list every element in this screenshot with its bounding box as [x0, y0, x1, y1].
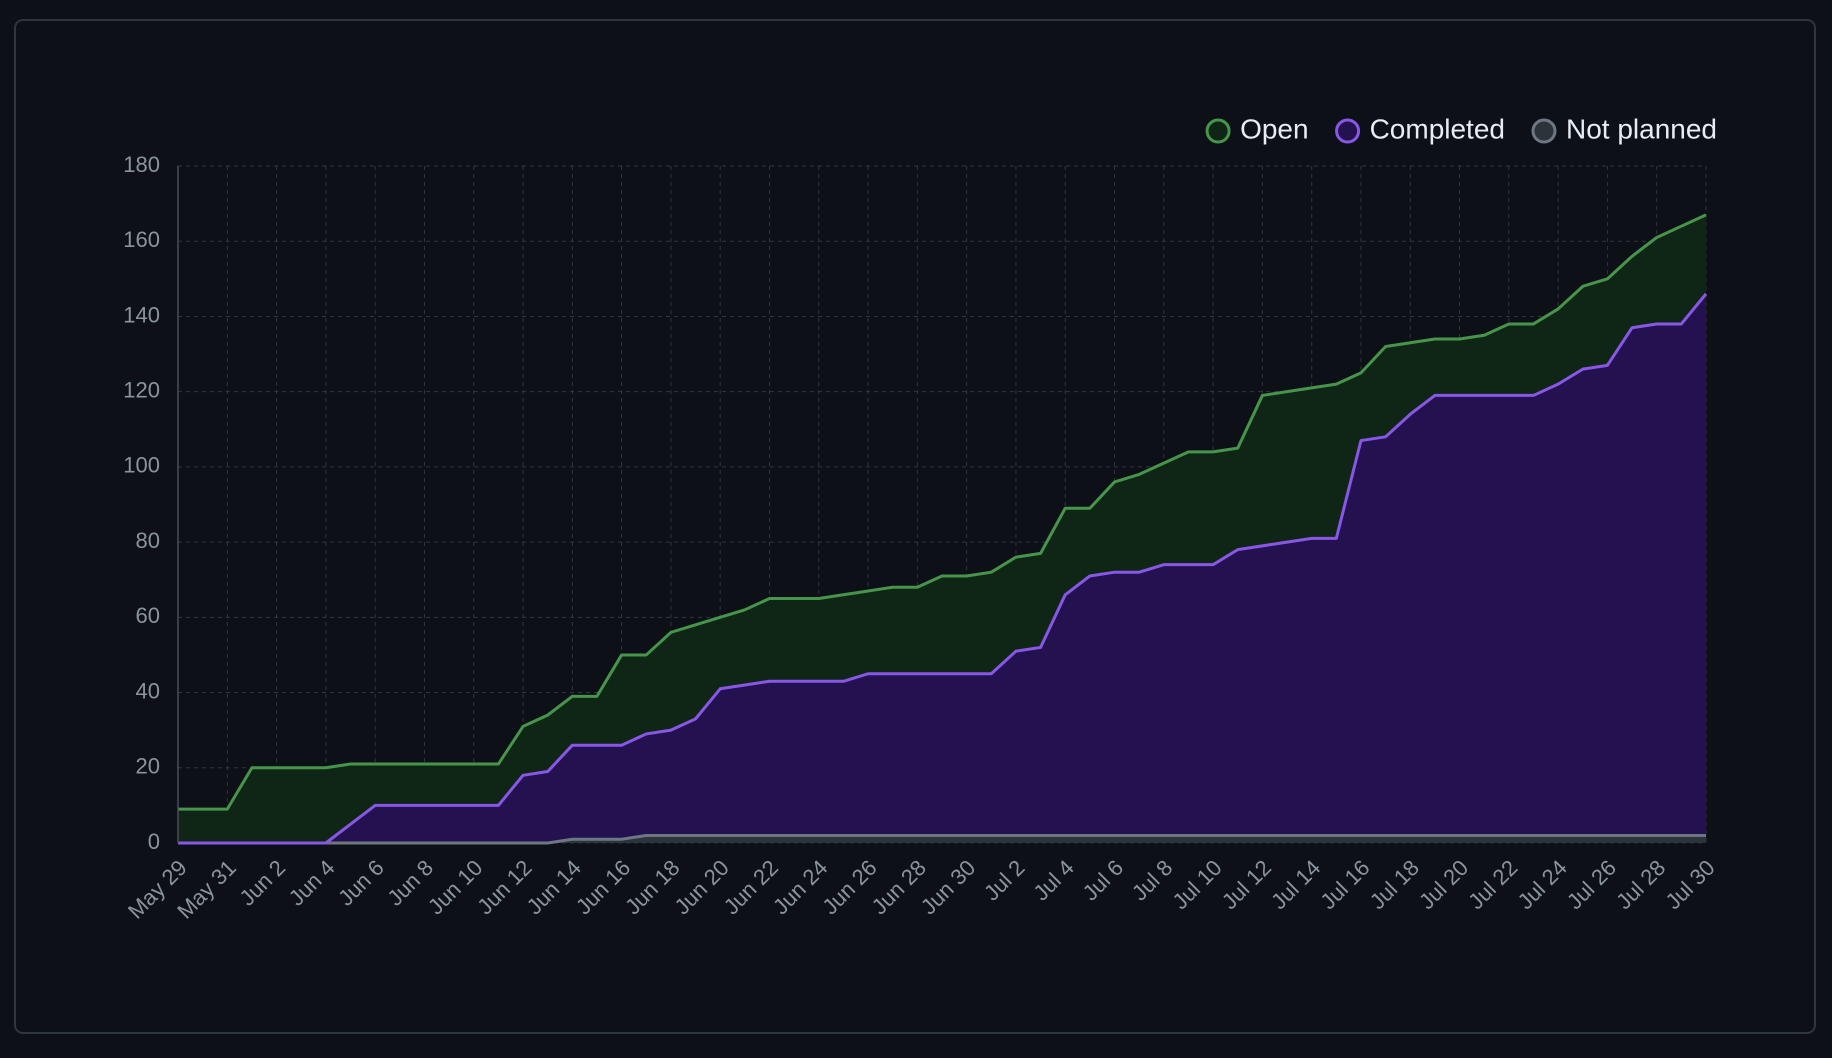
y-tick-label: 60 [136, 603, 160, 628]
legend-swatch [1531, 118, 1557, 144]
y-tick-label: 40 [136, 678, 160, 703]
y-tick-label: 80 [136, 528, 160, 553]
y-tick-label: 180 [123, 152, 160, 177]
area-line [178, 213, 1707, 811]
legend-label: Completed [1370, 113, 1505, 144]
area-line [178, 833, 1706, 845]
legend-label: Open [1240, 113, 1309, 144]
y-tick-label: 160 [123, 227, 160, 252]
y-tick-label: 140 [123, 302, 160, 327]
legend-swatch [1335, 118, 1361, 144]
y-tick-label: 20 [136, 754, 160, 779]
area-fill [178, 293, 1706, 843]
legend-label: Not planned [1566, 113, 1717, 144]
y-tick-label: 0 [148, 829, 160, 854]
area-line [178, 292, 1708, 845]
y-tick-label: 120 [123, 377, 160, 402]
legend-swatch [1205, 118, 1231, 144]
area-fill [178, 214, 1706, 844]
y-tick-label: 100 [123, 453, 160, 478]
